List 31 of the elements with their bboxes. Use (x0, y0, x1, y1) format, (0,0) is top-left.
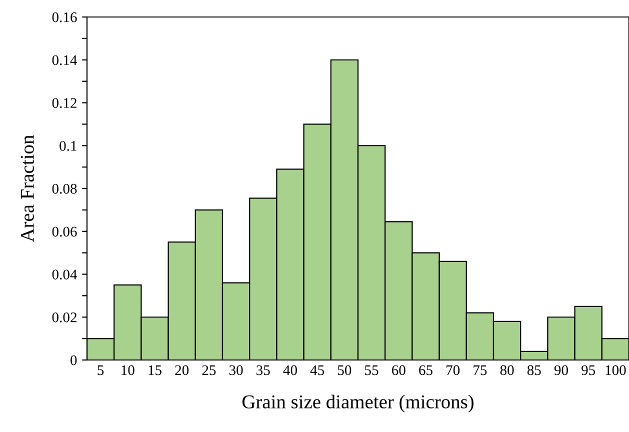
x-tick-label: 45 (310, 365, 324, 376)
x-tick-label: 5 (98, 365, 104, 376)
x-tick-label: 15 (148, 365, 162, 376)
x-tick-label: 25 (202, 365, 216, 376)
x-tick-label: 75 (474, 365, 487, 376)
x-tick-label: 35 (256, 365, 270, 376)
y-tick-label: 0.16 (52, 12, 77, 22)
x-tick-label: 70 (446, 365, 460, 376)
x-tick-label: 90 (554, 365, 568, 376)
y-axis-title: Area Fraction (20, 135, 34, 242)
x-tick-label: 65 (419, 365, 432, 376)
x-axis-title: Grain size diameter (microns) (242, 394, 474, 412)
x-tick-label: 20 (175, 365, 189, 376)
x-tick-label: 95 (582, 365, 596, 376)
y-tick-label: 0.12 (52, 98, 76, 108)
y-tick-label: 0.04 (52, 270, 78, 280)
x-tick-label: 40 (283, 365, 297, 376)
x-tick-label: 100 (606, 365, 626, 376)
x-tick-label: 30 (229, 365, 243, 376)
x-tick-label: 55 (365, 365, 378, 376)
x-tick-label: 60 (392, 365, 406, 376)
x-tick-label: 85 (527, 365, 541, 376)
y-tick-label: 0.14 (52, 55, 78, 66)
y-tick-label: 0.06 (52, 226, 77, 237)
x-tick-label: 80 (500, 365, 514, 376)
x-tick-label: 10 (122, 365, 134, 376)
y-tick-label: 0 (70, 355, 77, 366)
y-tick-label: 0.02 (52, 312, 76, 322)
y-tick-label: 0.08 (52, 184, 77, 194)
x-tick-label: 50 (338, 365, 352, 376)
y-tick-label: 0.1 (60, 140, 76, 151)
